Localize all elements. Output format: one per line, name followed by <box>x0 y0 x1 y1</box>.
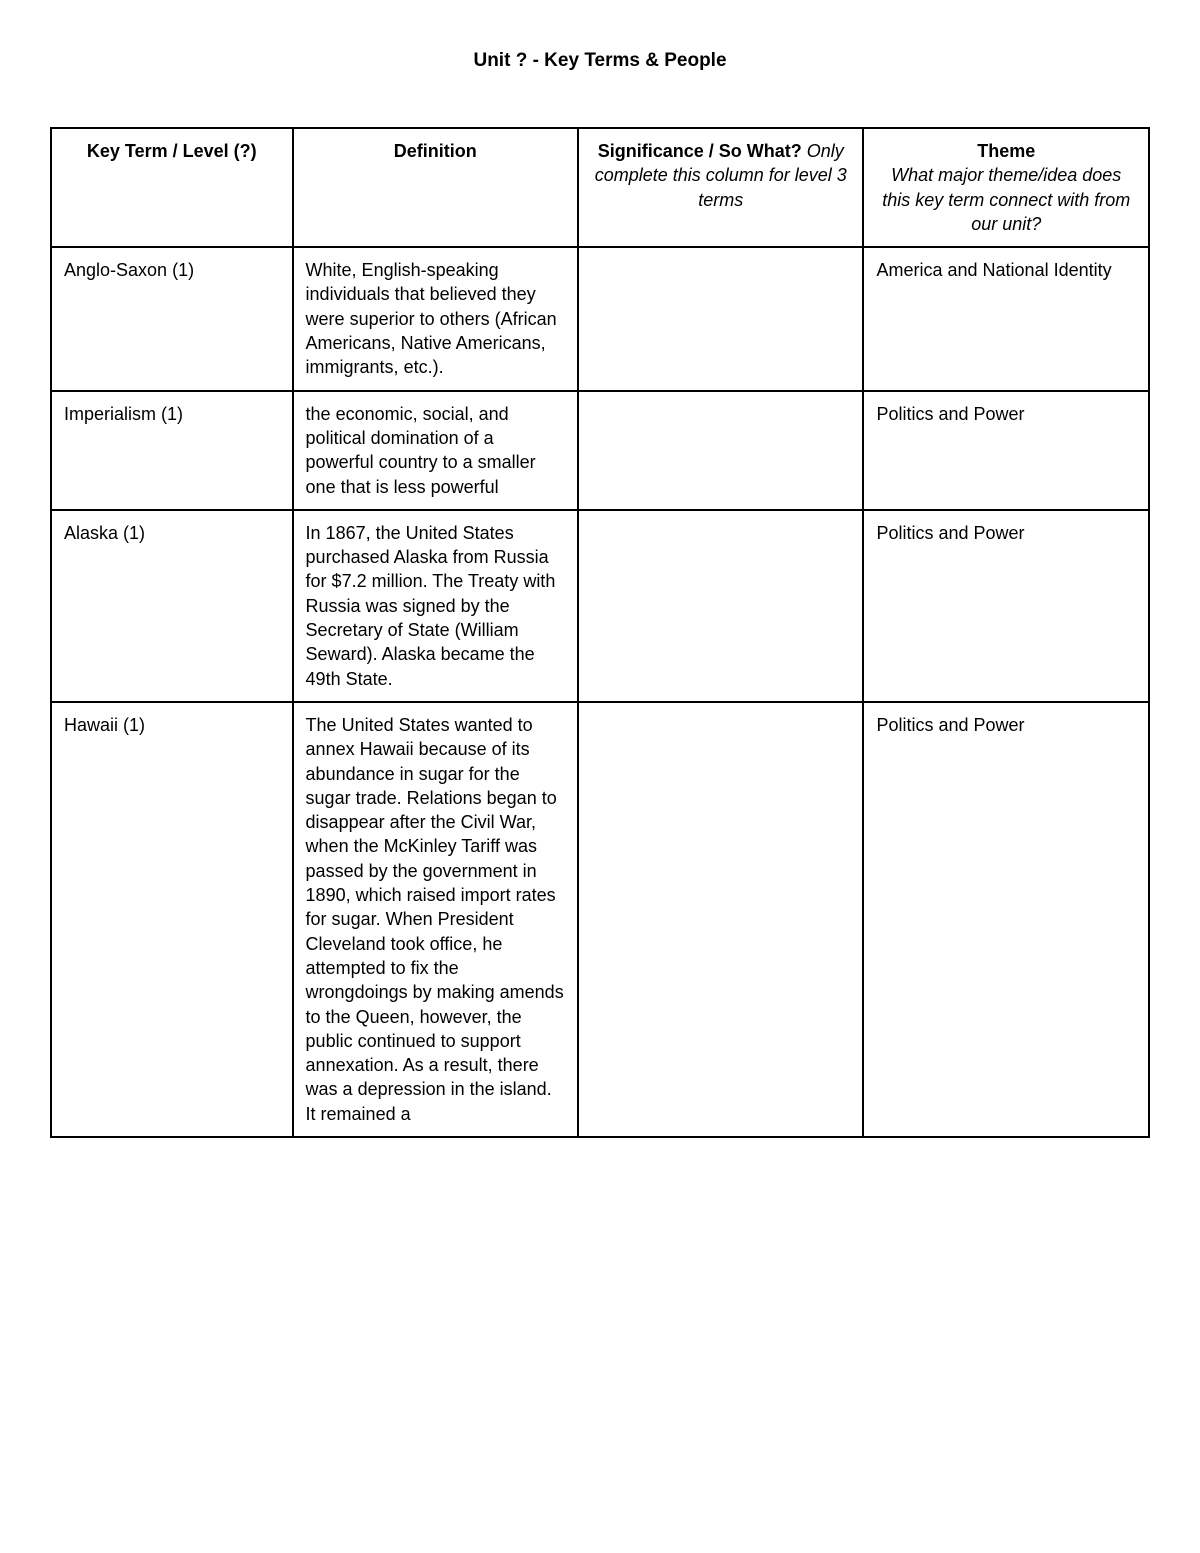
cell-significance <box>578 510 863 702</box>
table-row: Hawaii (1) The United States wanted to a… <box>51 702 1149 1137</box>
col-header-theme: Theme What major theme/idea does this ke… <box>863 128 1149 247</box>
col-header-definition-text: Definition <box>394 141 477 161</box>
page-title: Unit ? - Key Terms & People <box>50 50 1150 72</box>
cell-definition: the economic, social, and political domi… <box>293 391 578 510</box>
cell-significance <box>578 391 863 510</box>
col-header-significance: Significance / So What? Only complete th… <box>578 128 863 247</box>
cell-term: Hawaii (1) <box>51 702 293 1137</box>
cell-theme: Politics and Power <box>863 702 1149 1137</box>
cell-theme: America and National Identity <box>863 247 1149 390</box>
table-row: Alaska (1) In 1867, the United States pu… <box>51 510 1149 702</box>
col-header-theme-italic: What major theme/idea does this key term… <box>882 165 1130 234</box>
cell-definition: The United States wanted to annex Hawaii… <box>293 702 578 1137</box>
cell-significance <box>578 702 863 1137</box>
cell-term: Alaska (1) <box>51 510 293 702</box>
cell-definition: In 1867, the United States purchased Ala… <box>293 510 578 702</box>
col-header-term-text: Key Term / Level (?) <box>87 141 257 161</box>
col-header-theme-bold: Theme <box>977 141 1035 161</box>
table-header-row: Key Term / Level (?) Definition Signific… <box>51 128 1149 247</box>
col-header-definition: Definition <box>293 128 578 247</box>
key-terms-table: Key Term / Level (?) Definition Signific… <box>50 127 1150 1138</box>
table-row: Imperialism (1) the economic, social, an… <box>51 391 1149 510</box>
col-header-term: Key Term / Level (?) <box>51 128 293 247</box>
cell-term: Imperialism (1) <box>51 391 293 510</box>
col-header-significance-bold: Significance / So What? <box>598 141 802 161</box>
cell-definition: White, English-speaking individuals that… <box>293 247 578 390</box>
table-row: Anglo-Saxon (1) White, English-speaking … <box>51 247 1149 390</box>
cell-term: Anglo-Saxon (1) <box>51 247 293 390</box>
cell-significance <box>578 247 863 390</box>
cell-theme: Politics and Power <box>863 391 1149 510</box>
cell-theme: Politics and Power <box>863 510 1149 702</box>
